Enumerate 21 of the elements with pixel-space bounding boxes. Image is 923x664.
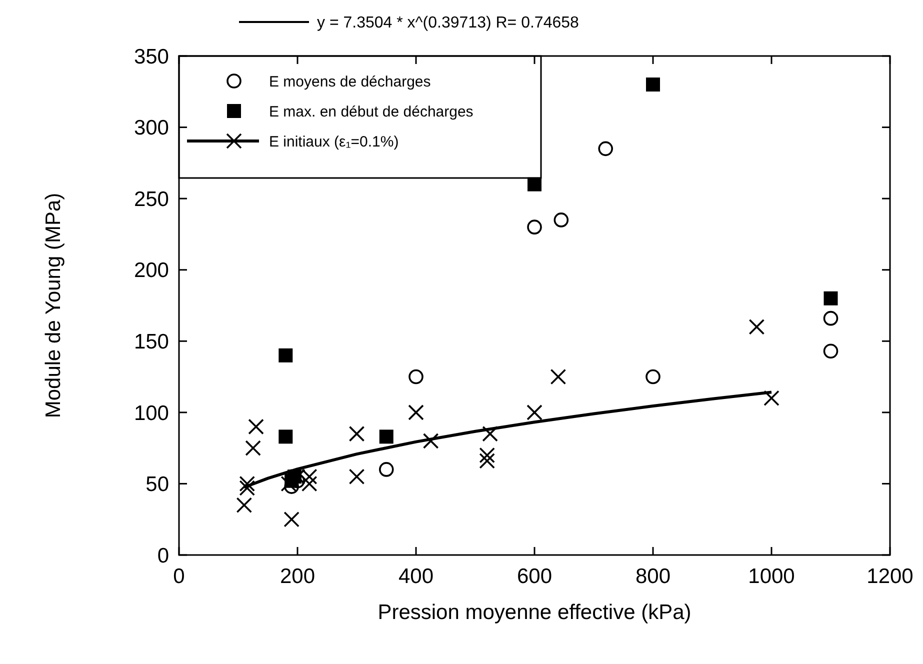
- x-tick-label: 600: [516, 565, 552, 588]
- x-tick-label: 200: [280, 565, 316, 588]
- x-tick-label: 400: [398, 565, 434, 588]
- x-axis-title: Pression moyenne effective (kPa): [378, 601, 692, 624]
- y-tick-label: 150: [134, 330, 169, 354]
- y-tick-label: 0: [157, 544, 169, 568]
- y-tick-label: 100: [134, 402, 169, 425]
- y-tick-label: 250: [134, 188, 169, 211]
- legend-label: E moyens de décharges: [269, 73, 431, 90]
- y-tick-label: 50: [146, 473, 169, 496]
- x-tick-label: 800: [635, 565, 671, 588]
- x-tick-label: 1200: [866, 565, 914, 588]
- x-tick-label: 1000: [748, 565, 795, 588]
- legend-label: E max. en début de décharges: [269, 103, 474, 120]
- y-tick-label: 300: [134, 116, 169, 140]
- y-axis-title: Module de Young (MPa): [42, 192, 65, 418]
- legend-label: y = 7.3504 * x^(0.39713) R= 0.74658: [317, 14, 580, 32]
- y-tick-label: 200: [134, 259, 169, 282]
- y-tick-label: 350: [134, 45, 169, 68]
- x-tick-label: 0: [173, 565, 185, 588]
- legend-label: E initiaux (ε₁=0.1%): [269, 133, 399, 150]
